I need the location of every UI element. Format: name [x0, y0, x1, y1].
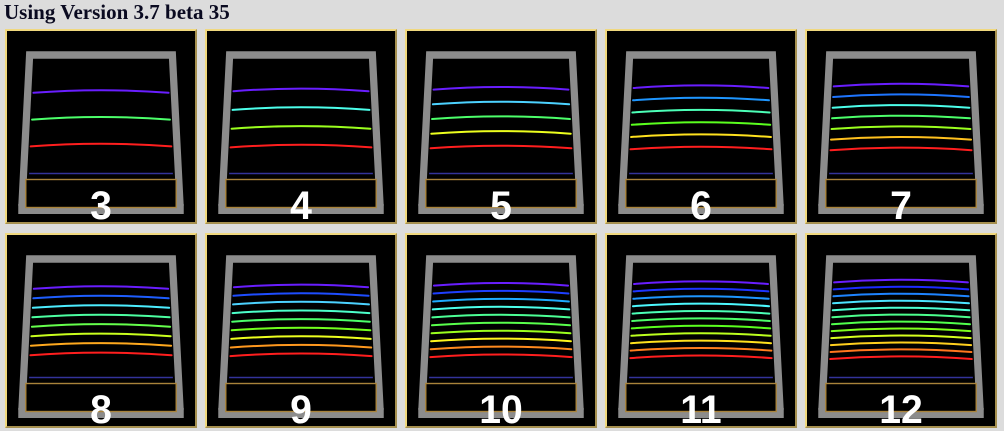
- svg-text:8: 8: [90, 388, 112, 426]
- svg-text:5: 5: [490, 184, 512, 222]
- svg-text:12: 12: [879, 388, 923, 426]
- svg-text:3: 3: [90, 184, 112, 222]
- svg-text:10: 10: [479, 388, 523, 426]
- svg-text:11: 11: [680, 388, 721, 426]
- svg-text:9: 9: [290, 388, 312, 426]
- svg-text:4: 4: [290, 184, 312, 222]
- svg-text:6: 6: [690, 184, 712, 222]
- svg-text:7: 7: [890, 184, 912, 222]
